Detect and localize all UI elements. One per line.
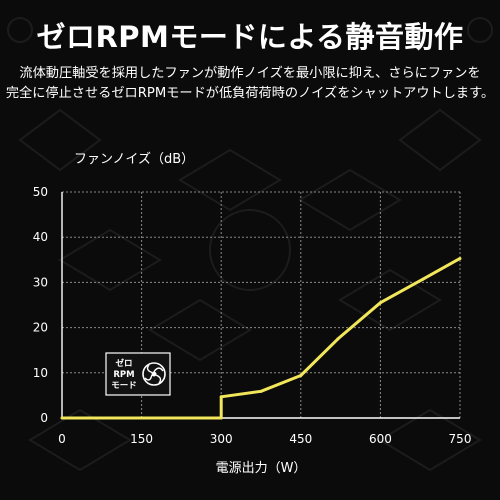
x-tick-label-600: 600: [369, 432, 392, 446]
data-point-3: [259, 389, 263, 393]
x-tick-label-300: 300: [210, 432, 233, 446]
y-tick-label-10: 10: [33, 366, 48, 380]
data-point-6: [378, 301, 382, 305]
page-subtitle: 流体動圧軸受を採用したファンが動作ノイズを最小限に抑え、さらにファンを 完全に停…: [0, 64, 500, 104]
y-tick-label-30: 30: [33, 275, 48, 289]
x-tick-label-0: 0: [58, 432, 66, 446]
tick-labels: 0 150 300 450 600 750 0 10 20 30 40 50: [33, 185, 472, 446]
page-title: ゼロRPMモードによる静音動作: [36, 20, 464, 54]
badge-line-2: RPM: [113, 370, 134, 380]
x-tick-label-750: 750: [449, 432, 472, 446]
x-tick-label-150: 150: [130, 432, 153, 446]
data-point-7: [421, 277, 425, 281]
subtitle-line-1: 流体動圧軸受を採用したファンが動作ノイズを最小限に抑え、さらにファンを: [19, 66, 481, 81]
y-tick-label-0: 0: [40, 411, 48, 425]
badge-line-3: モード: [111, 381, 137, 391]
data-point-0: [60, 416, 64, 420]
data-point-2: [219, 395, 223, 399]
subtitle-line-2: 完全に停止させるゼロRPMモードが低負荷荷時のノイズをシャットアウトします。: [5, 86, 495, 101]
data-point-4: [299, 374, 303, 378]
data-points: [60, 256, 462, 420]
y-axis-title: ファンノイズ（dB）: [74, 151, 194, 167]
data-point-5: [336, 337, 340, 341]
zero-rpm-badge: ゼロ RPM モード: [105, 352, 171, 396]
data-point-1: [219, 416, 223, 420]
y-tick-label-20: 20: [33, 321, 48, 335]
fan-icon: [142, 362, 166, 386]
badge-frame: [105, 352, 171, 396]
x-axis-title: 電源出力（W）: [216, 461, 307, 476]
y-tick-label-50: 50: [33, 185, 48, 199]
data-point-8: [458, 256, 462, 260]
x-tick-label-450: 450: [289, 432, 312, 446]
y-tick-label-40: 40: [33, 230, 48, 244]
badge-line-1: ゼロ: [115, 358, 132, 369]
